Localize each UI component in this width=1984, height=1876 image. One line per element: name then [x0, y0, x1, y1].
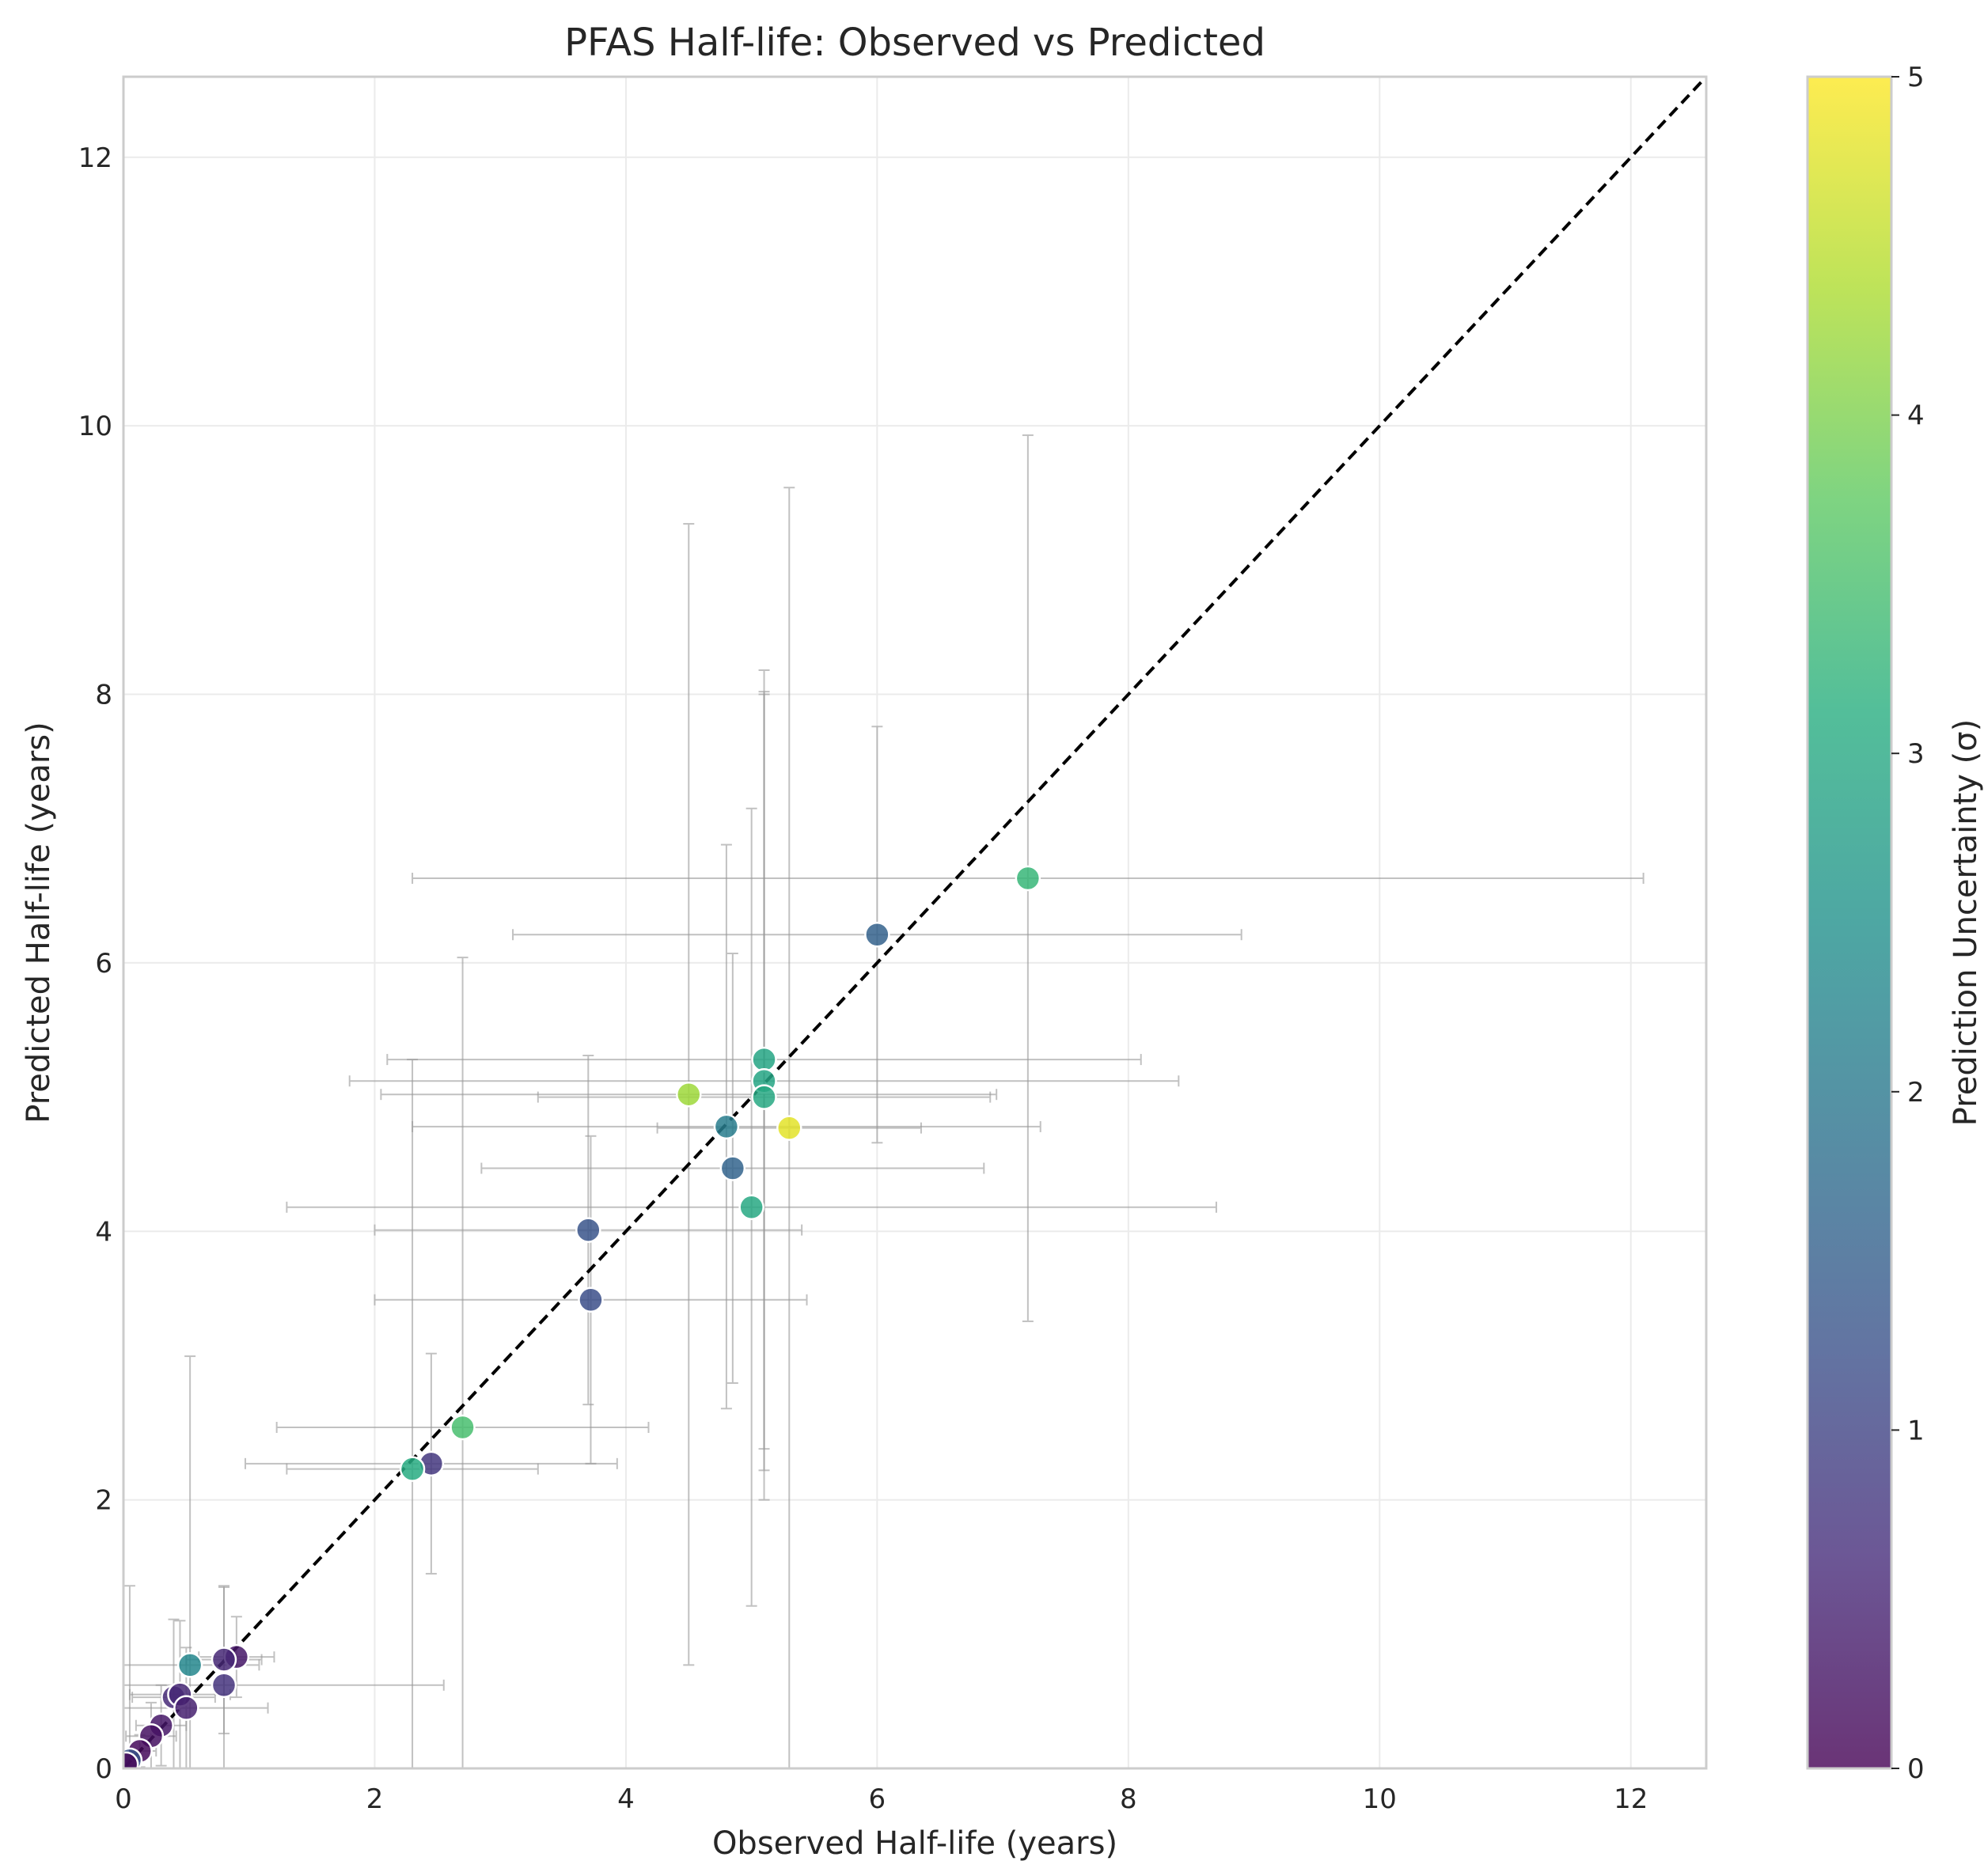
- data-point-5: [751, 1084, 777, 1110]
- x-tick-label-4: 8: [1120, 1783, 1137, 1815]
- reference-line: [123, 77, 1706, 1768]
- chart-title: PFAS Half-life: Observed vs Predicted: [564, 21, 1265, 65]
- data-point-0: [1015, 865, 1041, 892]
- plot-frame: [122, 75, 1708, 1770]
- y-tick-label-4: 8: [95, 680, 112, 711]
- data-point-26: [123, 1751, 139, 1768]
- data-point-11: [578, 1287, 604, 1313]
- colorbar-tick-label-4: 4: [1907, 400, 1925, 432]
- y-tick-label-5: 10: [78, 411, 112, 442]
- colorbar-gradient: [1808, 77, 1891, 1768]
- y-tick-label-2: 4: [95, 1216, 112, 1248]
- data-point-9: [738, 1194, 764, 1220]
- y-tick-label-6: 12: [78, 142, 112, 174]
- colorbar: 0 1 2 3 4 5 Prediction Uncertainty (σ): [1806, 62, 1984, 1785]
- data-point-1: [864, 922, 890, 948]
- data-point-4: [676, 1081, 702, 1108]
- colorbar-tick-label-3: 3: [1907, 738, 1925, 770]
- data-point-8: [719, 1155, 746, 1181]
- data-point-2: [751, 1046, 777, 1073]
- x-axis-ticks: 0 2 4 6 8 10 12: [115, 1783, 1648, 1815]
- data-point-15: [176, 1652, 203, 1678]
- colorbar-ticks: 0 1 2 3 4 5: [1891, 62, 1925, 1785]
- y-tick-label-3: 6: [95, 948, 112, 980]
- x-tick-label-5: 10: [1363, 1783, 1397, 1815]
- x-tick-label-2: 4: [617, 1783, 635, 1815]
- x-tick-label-0: 0: [115, 1783, 132, 1815]
- data-point-10: [575, 1217, 601, 1243]
- x-tick-label-3: 6: [869, 1783, 886, 1815]
- x-tick-label-1: 2: [366, 1783, 384, 1815]
- y-axis-ticks: 0 2 4 6 8 10 12: [78, 142, 112, 1785]
- colorbar-tick-label-2: 2: [1907, 1077, 1925, 1109]
- data-points: [123, 865, 1041, 1768]
- data-point-17: [211, 1647, 237, 1673]
- colorbar-frame: [1806, 75, 1893, 1770]
- data-point-14: [399, 1456, 426, 1482]
- colorbar-tick-label-1: 1: [1907, 1415, 1925, 1446]
- data-point-7: [776, 1115, 802, 1141]
- data-point-6: [713, 1113, 740, 1140]
- x-tick-label-6: 12: [1614, 1783, 1648, 1815]
- data-point-12: [450, 1414, 476, 1441]
- y-tick-label-1: 2: [95, 1485, 112, 1517]
- data-point-21: [173, 1695, 199, 1721]
- colorbar-tick-label-0: 0: [1907, 1753, 1925, 1785]
- colorbar-tick-label-5: 5: [1907, 62, 1925, 93]
- colorbar-label: Prediction Uncertainty (σ): [1948, 719, 1984, 1126]
- y-axis-label: Predicted Half-life (years): [21, 722, 57, 1123]
- y-tick-label-0: 0: [95, 1753, 112, 1785]
- data-point-18: [211, 1672, 237, 1699]
- x-axis-label: Observed Half-life (years): [712, 1825, 1117, 1862]
